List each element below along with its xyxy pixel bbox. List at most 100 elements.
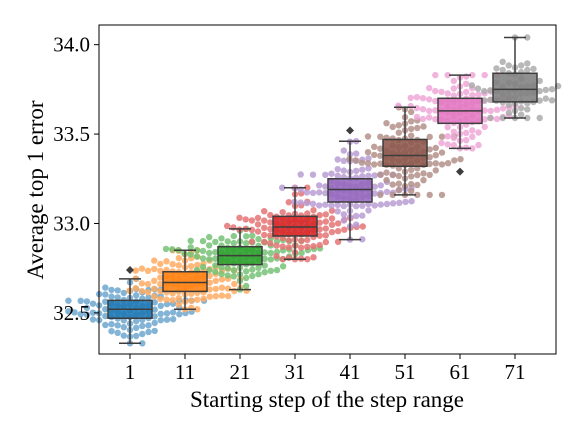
swarm-point: [328, 221, 336, 228]
swarm-point: [352, 157, 359, 164]
swarm-point: [328, 170, 335, 177]
swarm-point: [493, 115, 501, 123]
swarm-point: [267, 249, 274, 257]
swarm-point: [487, 96, 494, 104]
swarm-point: [340, 157, 347, 164]
swarm-point: [273, 252, 280, 260]
swarm-point: [169, 261, 176, 268]
swarm-point: [285, 199, 292, 206]
swarm-point: [212, 238, 219, 246]
swarm-point: [230, 224, 237, 231]
swarm-point: [279, 243, 286, 250]
swarm-point: [279, 209, 286, 216]
swarm-point: [450, 77, 457, 85]
swarm-point: [359, 173, 366, 180]
box-group-51: [382, 106, 428, 196]
swarm-point: [536, 87, 543, 95]
swarm-point: [163, 258, 170, 265]
swarm-point: [316, 226, 323, 233]
swarm-point: [206, 293, 213, 300]
swarm-point: [359, 236, 366, 243]
swarm-point: [432, 144, 439, 152]
swarm-point: [243, 233, 250, 240]
swarm-point: [340, 202, 347, 210]
swarm-point: [212, 285, 219, 293]
y-axis-label: Average top 1 error: [23, 100, 48, 279]
y-tick-label: 33.0: [53, 211, 90, 235]
swarm-point: [261, 262, 268, 269]
swarm-point: [224, 238, 231, 245]
swarm-point: [389, 171, 396, 179]
swarm-point: [457, 156, 464, 163]
swarm-point: [359, 202, 366, 209]
swarm-point: [316, 189, 323, 196]
swarm-point: [377, 145, 384, 152]
swarm-point: [499, 114, 506, 122]
swarm-point: [340, 211, 347, 218]
swarm-point: [432, 71, 439, 79]
swarm-point: [487, 87, 494, 94]
swarm-point: [285, 244, 292, 251]
swarm-point: [133, 332, 140, 340]
swarm-point: [218, 264, 225, 271]
swarm-point: [267, 219, 274, 226]
swarm-point: [371, 183, 378, 190]
swarm-point: [469, 71, 476, 79]
swarm-point: [469, 133, 476, 140]
swarm-point: [322, 225, 329, 232]
swarm-point: [334, 227, 342, 235]
swarm-point: [493, 65, 500, 72]
swarm-point: [518, 111, 525, 118]
swarm-point: [475, 141, 482, 149]
swarm-point: [408, 125, 415, 133]
swarm-point: [419, 95, 427, 102]
swarm-point: [353, 150, 360, 157]
swarm-point: [481, 107, 488, 114]
swarm-point: [206, 249, 213, 257]
swarm-point: [279, 184, 286, 191]
swarm-point: [304, 236, 311, 244]
swarm-point: [316, 182, 323, 189]
swarm-point: [383, 120, 390, 127]
swarm-point: [414, 191, 421, 199]
swarm-point: [444, 90, 451, 97]
swarm-point: [206, 279, 213, 286]
box-iqr: [492, 72, 538, 103]
swarm-point: [328, 228, 336, 236]
swarm-point: [481, 116, 488, 123]
swarm-point: [432, 152, 439, 159]
swarm-point: [340, 217, 347, 224]
swarm-point: [145, 294, 152, 301]
swarm-point: [249, 272, 256, 280]
swarm-point: [224, 222, 231, 230]
swarm-point: [419, 115, 427, 123]
swarm-point: [444, 133, 451, 140]
swarm-point: [162, 245, 170, 253]
swarm-point: [102, 321, 109, 329]
swarm-point: [377, 201, 384, 208]
swarm-point: [469, 127, 476, 134]
swarm-point: [413, 104, 421, 112]
swarm-point: [199, 263, 207, 271]
swarm-point: [254, 221, 262, 228]
box-group-1: [107, 265, 153, 345]
swarm-point: [132, 285, 139, 292]
swarm-point: [340, 147, 347, 154]
swarm-point: [230, 232, 237, 240]
x-tick-label: 51: [395, 360, 416, 384]
swarm-point: [120, 324, 128, 331]
swarm-point: [187, 237, 194, 244]
swarm-point: [438, 133, 446, 140]
swarm-point: [133, 317, 140, 325]
swarm-point: [120, 332, 128, 339]
swarm-point: [163, 296, 170, 303]
y-tick-label: 34.0: [53, 33, 90, 57]
swarm-point: [243, 268, 250, 275]
swarm-point: [468, 82, 476, 89]
x-tick-label: 41: [340, 360, 361, 384]
swarm-point: [194, 306, 201, 313]
swarm-point: [426, 114, 433, 121]
swarm-point: [322, 238, 329, 246]
swarm-point: [364, 160, 372, 167]
swarm-point: [536, 77, 543, 85]
